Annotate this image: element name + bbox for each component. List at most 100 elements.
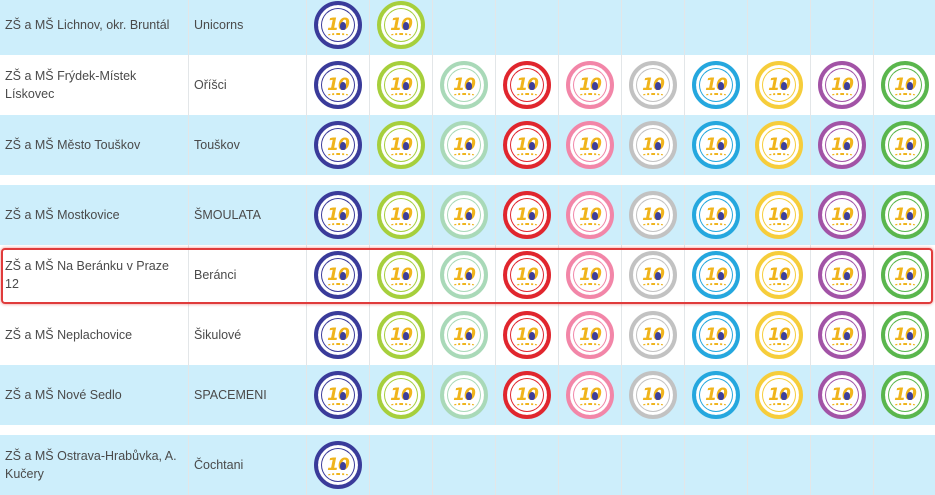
team-name: Čochtani [194,458,244,472]
team-badge-10-icon: 10 [755,61,803,109]
team-name: Touškov [194,138,240,152]
badge-cell: 10 [748,365,811,425]
badge-cell: 10 [748,185,811,245]
table-row: ZŠ a MŠ Neplachovice Šikulové 10 10 10 10 10… [0,305,935,365]
team-cell: Unicorns [189,0,307,55]
badge-cell [559,435,622,495]
badge-cell: 10 [433,365,496,425]
table-row: ZŠ a MŠ Frýdek-Místek Lískovec Oříšci 10… [0,55,935,115]
team-badge-10-icon: 10 [629,121,677,169]
team-cell: SPACEMENI [189,365,307,425]
team-cell: ŠMOULATA [189,185,307,245]
badge-cell: 10 [307,115,370,175]
team-badge-10-icon: 10 [881,251,929,299]
school-name: ZŠ a MŠ Mostkovice [5,208,120,222]
badge-cell: 10 [559,185,622,245]
team-badge-10-icon: 10 [629,191,677,239]
badge-cell [622,435,685,495]
team-badge-10-icon: 10 [818,61,866,109]
school-name: ZŠ a MŠ Frýdek-Místek Lískovec [5,69,137,101]
badge-cell [748,0,811,55]
team-badge-10-icon: 10 [314,371,362,419]
badge-cell [433,0,496,55]
badge-cell [559,0,622,55]
team-badge-10-icon: 10 [440,311,488,359]
school-cell: ZŠ a MŠ Na Beránku v Praze 12 [0,245,189,305]
team-badge-10-icon: 10 [440,61,488,109]
school-cell: ZŠ a MŠ Nové Sedlo [0,365,189,425]
team-badge-10-icon: 10 [881,191,929,239]
school-cell: ZŠ a MŠ Město Touškov [0,115,189,175]
badge-cell: 10 [874,245,935,305]
badge-cell: 10 [874,365,935,425]
team-badge-10-icon: 10 [629,311,677,359]
team-badge-10-icon: 10 [314,61,362,109]
badge-cell: 10 [622,55,685,115]
badge-cell [496,0,559,55]
badge-cell [748,435,811,495]
badge-cell [874,0,935,55]
badge-cell: 10 [622,365,685,425]
school-name: ZŠ a MŠ Město Touškov [5,138,141,152]
school-cell: ZŠ a MŠ Mostkovice [0,185,189,245]
badge-cell: 10 [748,55,811,115]
table-row: ZŠ a MŠ Ostrava-Hrabůvka, A. Kučery Čoch… [0,435,935,495]
badge-cell: 10 [496,55,559,115]
team-badge-10-icon: 10 [818,191,866,239]
badge-cell: 10 [496,115,559,175]
team-badge-10-icon: 10 [755,121,803,169]
team-badge-10-icon: 10 [503,371,551,419]
team-badge-10-icon: 10 [881,371,929,419]
team-badge-10-icon: 10 [440,191,488,239]
school-cell: ZŠ a MŠ Frýdek-Místek Lískovec [0,55,189,115]
team-badge-10-icon: 10 [755,191,803,239]
team-badge-10-icon: 10 [566,61,614,109]
school-cell: ZŠ a MŠ Lichnov, okr. Bruntál [0,0,189,55]
badge-cell: 10 [874,185,935,245]
team-cell: Beránci [189,245,307,305]
badge-cell: 10 [496,245,559,305]
team-badge-10-icon: 10 [314,191,362,239]
badge-cell: 10 [433,55,496,115]
badge-cell: 10 [622,305,685,365]
team-name: SPACEMENI [194,388,267,402]
team-badge-10-icon: 10 [377,191,425,239]
badge-cell: 10 [370,0,433,55]
team-badge-10-icon: 10 [377,61,425,109]
team-badge-10-icon: 10 [755,371,803,419]
team-badge-10-icon: 10 [566,371,614,419]
badge-cell: 10 [307,305,370,365]
table-row: ZŠ a MŠ Na Beránku v Praze 12 Beránci 10… [0,245,935,305]
school-cell: ZŠ a MŠ Neplachovice [0,305,189,365]
team-badge-10-icon: 10 [629,251,677,299]
badge-cell: 10 [685,305,748,365]
team-name: Šikulové [194,328,242,342]
team-badge-10-icon: 10 [440,371,488,419]
team-badge-10-icon: 10 [881,121,929,169]
badge-cell: 10 [307,435,370,495]
badge-cell [496,435,559,495]
badge-cell: 10 [685,365,748,425]
team-name: Oříšci [194,78,227,92]
team-badge-10-icon: 10 [314,121,362,169]
school-cell: ZŠ a MŠ Ostrava-Hrabůvka, A. Kučery [0,435,189,495]
team-badge-10-icon: 10 [314,1,362,49]
badge-cell: 10 [433,305,496,365]
team-cell: Touškov [189,115,307,175]
badge-cell: 10 [811,365,874,425]
table-row: ZŠ a MŠ Město Touškov Touškov 10 10 10 10 10… [0,115,935,175]
team-badge-10-icon: 10 [440,251,488,299]
badge-cell: 10 [811,185,874,245]
badge-cell: 10 [370,115,433,175]
school-name: ZŠ a MŠ Neplachovice [5,328,133,342]
badge-cell: 10 [685,115,748,175]
badge-cell: 10 [622,245,685,305]
badge-cell: 10 [811,115,874,175]
team-badge-10-icon: 10 [377,371,425,419]
team-cell: Čochtani [189,435,307,495]
badge-cell: 10 [811,245,874,305]
badge-cell: 10 [307,55,370,115]
team-badge-10-icon: 10 [881,311,929,359]
team-badge-10-icon: 10 [314,251,362,299]
badge-cell: 10 [874,55,935,115]
